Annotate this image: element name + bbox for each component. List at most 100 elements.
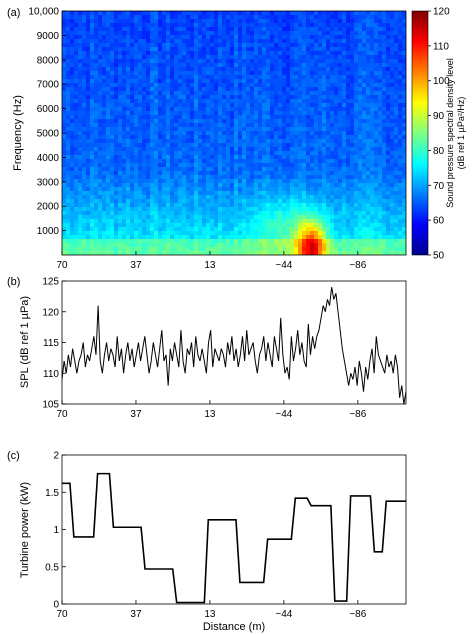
spectrogram-cell — [154, 79, 159, 84]
spectrogram-cell — [294, 235, 299, 240]
spectrogram-cell — [398, 123, 403, 128]
spectrogram-cell — [122, 155, 127, 160]
spectrogram-cell — [254, 43, 259, 48]
spectrogram-cell — [154, 27, 159, 32]
spectrogram-cell — [290, 83, 295, 88]
spectrogram-cell — [362, 63, 367, 68]
spectrogram-cell — [226, 123, 231, 128]
spectrogram-cell — [394, 55, 399, 60]
spectrogram-cell — [74, 11, 79, 16]
spectrogram-cell — [298, 35, 303, 40]
spectrogram-cell — [238, 159, 243, 164]
spectrogram-cell — [110, 227, 115, 232]
spectrogram-cell — [170, 11, 175, 16]
spectrogram-cell — [210, 119, 215, 124]
spectrogram-cell — [366, 167, 371, 172]
spectrogram-cell — [166, 151, 171, 156]
spectrogram-cell — [374, 35, 379, 40]
spectrogram-cell — [78, 127, 83, 132]
spectrogram-cell — [266, 235, 271, 240]
spectrogram-cell — [334, 11, 339, 16]
spectrogram-cell — [322, 39, 327, 44]
spectrogram-cell — [122, 63, 127, 68]
spectrogram-cell — [402, 191, 406, 196]
spectrogram-cell — [86, 99, 91, 104]
spectrogram-cell — [398, 207, 403, 212]
spectrogram-cell — [342, 71, 347, 76]
spectrogram-cell — [110, 79, 115, 84]
spectrogram-cell — [110, 211, 115, 216]
spectrogram-cell — [170, 195, 175, 200]
spectrogram-cell — [342, 75, 347, 80]
spectrogram-cell — [358, 171, 363, 176]
spectrogram-cell — [246, 51, 251, 56]
spectrogram-cell — [126, 159, 131, 164]
spectrogram-cell — [386, 79, 391, 84]
spectrogram-cell — [382, 63, 387, 68]
spectrogram-cell — [66, 35, 71, 40]
spectrogram-cell — [318, 135, 323, 140]
spectrogram-cell — [366, 47, 371, 52]
spectrogram-cell — [74, 159, 79, 164]
spectrogram-cell — [214, 91, 219, 96]
spectrogram-cell — [74, 99, 79, 104]
spectrogram-cell — [214, 199, 219, 204]
spectrogram-cell — [314, 151, 319, 156]
spectrogram-cell — [82, 215, 87, 220]
spectrogram-cell — [126, 171, 131, 176]
spectrogram-cell — [66, 139, 71, 144]
spectrogram-cell — [210, 91, 215, 96]
spectrogram-cell — [186, 83, 191, 88]
spectrogram-cell — [286, 143, 291, 148]
spectrogram-cell — [366, 191, 371, 196]
spectrogram-cell — [98, 163, 103, 168]
spectrogram-cell — [94, 211, 99, 216]
spectrogram-cell — [326, 207, 331, 212]
spectrogram-cell — [146, 143, 151, 148]
spectrogram-cell — [258, 95, 263, 100]
spectrogram-cell — [246, 231, 251, 236]
spectrogram-cell — [162, 119, 167, 124]
spectrogram-cell — [210, 143, 215, 148]
spectrogram-cell — [74, 79, 79, 84]
spectrogram-cell — [394, 23, 399, 28]
spectrogram-cell — [222, 31, 227, 36]
spectrogram-cell — [278, 163, 283, 168]
spectrogram-cell — [194, 59, 199, 64]
spectrogram-cell — [342, 15, 347, 20]
spectrogram-cell — [274, 163, 279, 168]
spectrogram-cell — [162, 179, 167, 184]
spectrogram-cell — [314, 167, 319, 172]
spectrogram-cell — [318, 159, 323, 164]
spectrogram-cell — [134, 135, 139, 140]
spectrogram-cell — [122, 31, 127, 36]
spectrogram-cell — [90, 127, 95, 132]
spectrogram-cell — [154, 59, 159, 64]
spectrogram-cell — [314, 83, 319, 88]
spectrogram-cell — [126, 79, 131, 84]
spectrogram-cell — [94, 79, 99, 84]
spectrogram-cell — [154, 135, 159, 140]
spectrogram-cell — [230, 15, 235, 20]
spectrogram-cell — [166, 19, 171, 24]
spectrogram-cell — [170, 231, 175, 236]
spectrogram-cell — [290, 99, 295, 104]
spectrogram-cell — [326, 211, 331, 216]
spectrogram-cell — [270, 87, 275, 92]
spectrogram-cell — [190, 135, 195, 140]
spectrogram-cell — [186, 39, 191, 44]
spectrogram-cell — [306, 23, 311, 28]
spectrogram-cell — [382, 191, 387, 196]
spectrogram-cell — [118, 163, 123, 168]
spectrogram-cell — [378, 71, 383, 76]
spectrogram-cell — [262, 115, 267, 120]
spectrogram-cell — [98, 43, 103, 48]
spectrogram-cell — [226, 115, 231, 120]
spectrogram-cell — [150, 235, 155, 240]
spectrogram-cell — [226, 235, 231, 240]
spectrogram-cell — [262, 95, 267, 100]
spectrogram-cell — [362, 191, 367, 196]
spectrogram-cell — [106, 171, 111, 176]
spectrogram-cell — [186, 199, 191, 204]
spectrogram-cell — [326, 111, 331, 116]
